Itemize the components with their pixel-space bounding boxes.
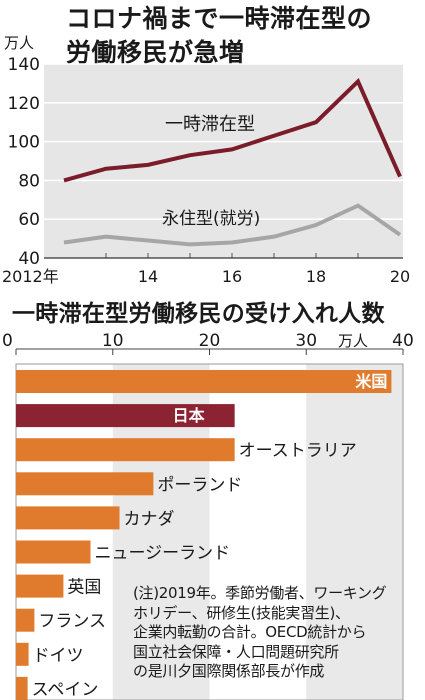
bar [16,642,29,666]
bar [16,438,235,462]
x-unit-label: 万人 [338,332,368,350]
x-tick-label: 20 [390,267,410,286]
bar-chart: 0 10 20 30 40 万人米国日本オーストラリアポーランドカナダニュージーランド英国… [2,331,414,700]
bar [16,574,64,598]
y-tick-label: 140 [8,55,40,75]
bar [16,540,91,564]
x-tick-label: 30 [295,331,317,351]
bar [16,608,35,632]
y-tick-label: 80 [18,171,40,191]
bar-label: ドイツ [33,646,84,666]
x-tick-label: 2012年 [2,267,59,286]
series-label-temporary: 一時滞在型 [165,114,255,135]
bar-label: 米国 [355,372,387,391]
bar [16,676,28,700]
x-band [306,364,403,700]
x-tick-label: 16 [222,267,242,286]
line-chart-title-line: 労働移民が急増 [66,38,245,67]
bar-label: 日本 [173,406,205,425]
bar-plot-frame [15,363,404,700]
bar-label: 英国 [67,578,101,598]
bar [16,404,235,428]
x-tick-label: 0 [2,331,13,351]
series-label-permanent: 永住型(就労) [162,209,260,229]
bar-label: フランス [38,612,106,632]
source-note: (注)2019年。季節労働者、ワーキング ホリデー、研修生(技能実習生)、 企業… [133,584,387,680]
line-chart-title: コロナ禍まで一時滞在型の 労働移民が急増 [66,2,372,70]
bar-label: カナダ [124,509,175,529]
bar [16,370,392,393]
y-unit-label: 万人 [4,34,34,52]
bar [16,506,120,530]
y-tick-label: 40 [18,249,40,269]
bar [16,472,154,496]
x-tick-label: 10 [102,331,124,351]
x-tick-label: 14 [138,267,158,286]
x-tick-label: 18 [306,267,326,286]
y-tick-label: 100 [8,133,40,153]
bar-chart-title: 一時滞在型労働移民の受け入れ人数 [12,301,385,327]
x-tick-label: 40 [392,331,414,351]
y-tick-label: 60 [18,210,40,230]
y-tick-label: 120 [8,94,40,114]
bar-label: ニュージーランド [94,544,230,564]
x-tick-label: 20 [199,331,221,351]
bar-label: オーストラリア [239,441,357,461]
line-chart: 万人 40 60 80 100 120 140 2012年 14 16 18 20 一時滞在型永住型(就… [2,34,410,286]
bar-label: ポーランド [157,475,242,495]
line-chart-title-line: コロナ禍まで一時滞在型の [66,4,373,33]
bar-label: スペイン [32,680,99,700]
